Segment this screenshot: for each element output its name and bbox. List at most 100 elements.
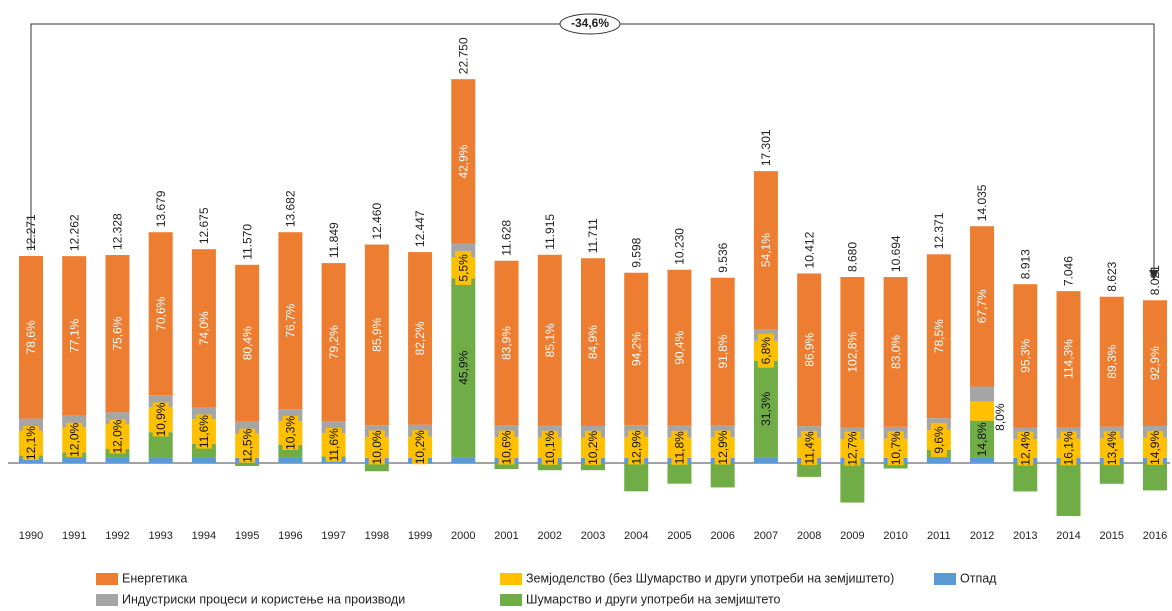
bar-segment (840, 277, 865, 428)
x-tick-label: 2005 (667, 530, 691, 542)
agriculture-share-label: 14,9% (1148, 431, 1162, 465)
total-label: 12.675 (197, 207, 211, 244)
forestry-share-label: 31,3% (759, 392, 773, 426)
total-label: 10.694 (889, 235, 903, 272)
bar-segment (494, 463, 519, 470)
agriculture-share-label: 12,0% (67, 423, 81, 457)
energy-share-label: 76,7% (284, 303, 298, 337)
bar-segment (364, 244, 389, 426)
x-tick-label: 1994 (192, 530, 216, 542)
bar-segment (753, 457, 778, 463)
agriculture-share-label: 10,6% (500, 430, 514, 464)
label-box (109, 419, 126, 454)
energy-share-label: 74,0% (197, 311, 211, 345)
x-tick-label: 1997 (321, 530, 345, 542)
bar-segment (364, 463, 389, 472)
energy-share-label: 78,5% (932, 319, 946, 353)
bar-segment (840, 463, 865, 503)
bar-segment (1142, 463, 1167, 491)
total-label: 13.682 (284, 190, 298, 227)
agriculture-share-label: 10,2% (586, 431, 600, 465)
label-box (584, 430, 601, 465)
bar-segment (926, 457, 951, 463)
agriculture-share-label: 12,7% (846, 431, 860, 465)
agriculture-share-label: 12,5% (240, 428, 254, 462)
total-label: 12.371 (932, 212, 946, 249)
label-box (844, 431, 861, 466)
energy-share-label: 92,9% (1148, 346, 1162, 380)
total-label: 11.849 (327, 222, 341, 258)
total-label: 8.913 (1018, 249, 1032, 279)
agriculture-share-label: 16,1% (1062, 431, 1076, 465)
agriculture-share-label: 10,9% (154, 402, 168, 436)
x-tick-label: 2010 (883, 530, 907, 542)
agriculture-share-label: 11,4% (802, 431, 816, 464)
agriculture-share-label: 10,1% (543, 430, 557, 464)
agriculture-share-label: 8,0% (993, 403, 1007, 431)
bar-segment (278, 457, 303, 463)
total-label: 12.271 (24, 214, 38, 251)
total-label: 11.570 (240, 224, 254, 260)
x-tick-label: 2006 (710, 530, 734, 542)
legend-swatch (96, 594, 118, 606)
total-label: 14.035 (975, 184, 989, 221)
legend-label: Земјоделство (без Шумарство и други упот… (526, 571, 894, 585)
bar-segment (1099, 296, 1124, 427)
bar-segment (537, 463, 562, 471)
total-label: 11.915 (543, 214, 557, 250)
bar-segment (451, 278, 476, 458)
bar-segment (105, 255, 130, 413)
agriculture-share-label: 10,2% (413, 430, 427, 464)
bar-segment (970, 457, 995, 463)
agriculture-share-label: 12,9% (716, 430, 730, 464)
total-label: 8.680 (846, 242, 860, 272)
x-tick-label: 1990 (19, 530, 43, 542)
bar-segment (970, 420, 995, 458)
total-label: 12.460 (370, 203, 384, 240)
total-label: 9.598 (629, 237, 643, 267)
energy-share-label: 70,6% (154, 296, 168, 330)
energy-share-label: 80,4% (240, 326, 254, 360)
bar-segment (148, 395, 173, 407)
energy-share-label: 75,6% (111, 316, 125, 350)
energy-share-label: 77,1% (67, 319, 81, 353)
x-tick-label: 2000 (451, 530, 475, 542)
bar-segment (537, 254, 562, 426)
label-box (1060, 431, 1077, 466)
total-label: 10.230 (673, 228, 687, 265)
label-box (757, 333, 774, 368)
bar-segment (321, 421, 346, 434)
agriculture-share-label: 12,9% (629, 430, 643, 464)
x-tick-label: 2013 (1013, 530, 1037, 542)
total-label: 8.021 (1148, 265, 1162, 295)
energy-share-label: 79,2% (327, 325, 341, 359)
bar-segment (797, 463, 822, 477)
bar-segment (19, 457, 43, 463)
bar-segment (321, 263, 346, 422)
label-box (66, 422, 83, 457)
label-box (541, 430, 558, 465)
total-label: 17.301 (759, 129, 773, 166)
agriculture-share-label: 11,8% (673, 431, 687, 464)
energy-share-label: 42,9% (456, 144, 470, 178)
bar-segment (1056, 463, 1081, 517)
total-label: 12.447 (413, 210, 427, 247)
x-tick-label: 1995 (235, 530, 259, 542)
bar-segment (19, 418, 43, 431)
bar-segment (1099, 463, 1124, 484)
x-tick-label: 1993 (148, 530, 172, 542)
forestry-share-label: 45,9% (456, 350, 470, 384)
label-box (239, 428, 256, 463)
bar-segment (235, 264, 260, 422)
energy-share-label: 91,8% (716, 334, 730, 368)
bar-segment (235, 421, 260, 434)
energy-share-label: 67,7% (975, 289, 989, 323)
bar-segment (105, 412, 130, 425)
legend-label: Енергетика (122, 571, 187, 585)
label-box (1017, 431, 1034, 466)
bar-segment (883, 463, 908, 469)
bar-segment (1013, 463, 1038, 492)
bar-segment (191, 457, 216, 463)
change-bracket (30, 13, 1159, 280)
label-box (1103, 431, 1120, 466)
